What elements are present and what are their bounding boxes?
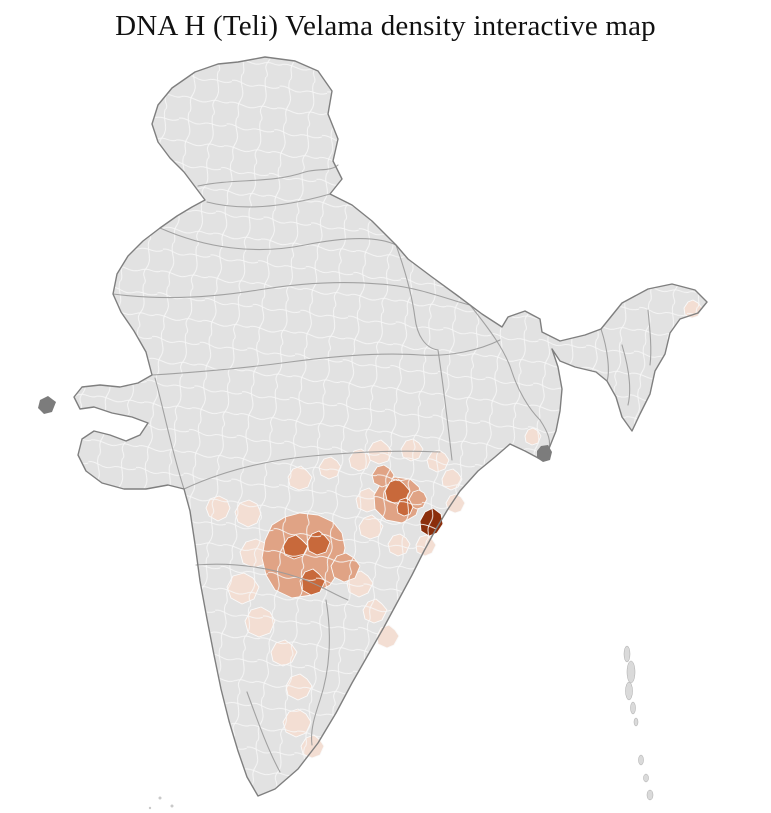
district[interactable] xyxy=(376,624,400,649)
island xyxy=(625,681,633,701)
india-landmass xyxy=(74,57,707,796)
page-title: DNA H (Teli) Velama density interactive … xyxy=(115,10,656,42)
district[interactable] xyxy=(415,534,437,557)
island xyxy=(626,660,636,684)
islet xyxy=(170,804,174,808)
islet xyxy=(148,806,152,810)
dark-marked-areas xyxy=(38,396,552,462)
island xyxy=(630,701,636,715)
island-chain xyxy=(623,645,654,801)
dark-marked-area xyxy=(537,445,552,462)
island xyxy=(633,717,639,727)
island xyxy=(638,754,644,766)
islet-dots xyxy=(148,796,174,810)
island xyxy=(646,789,654,801)
islet xyxy=(158,796,162,800)
island xyxy=(623,645,631,663)
dark-marked-area xyxy=(38,396,56,414)
island xyxy=(643,773,649,783)
state-borders xyxy=(112,164,652,773)
